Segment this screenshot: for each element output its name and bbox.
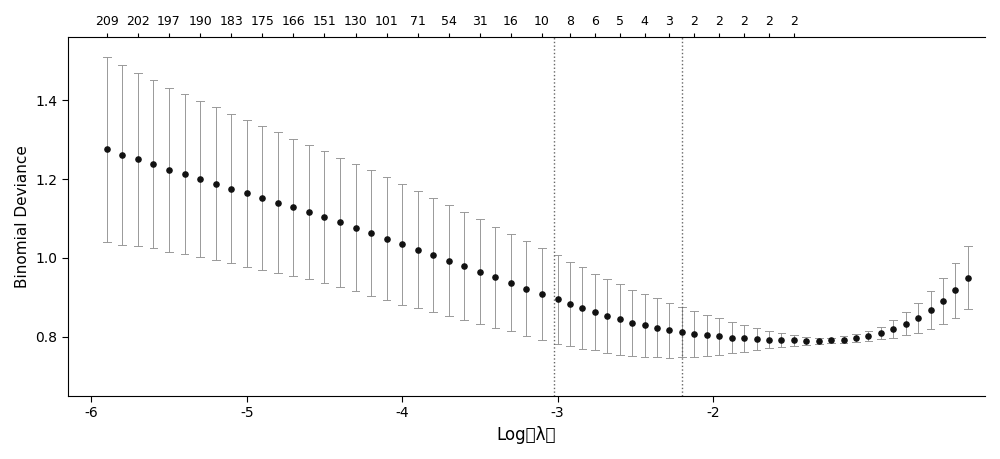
Point <box>798 337 814 344</box>
Point <box>649 324 665 331</box>
Point <box>130 156 146 163</box>
Point <box>562 300 578 308</box>
Point <box>836 336 852 343</box>
Point <box>923 306 939 313</box>
Point <box>550 296 566 303</box>
Point <box>301 208 317 216</box>
Point <box>379 235 395 242</box>
Point <box>363 230 379 237</box>
Point <box>472 268 488 275</box>
Point <box>873 329 889 336</box>
X-axis label: Log（λ）: Log（λ） <box>497 426 556 444</box>
Point <box>823 337 839 344</box>
Point <box>223 185 239 192</box>
Point <box>456 263 472 270</box>
Point <box>686 330 702 337</box>
Point <box>587 308 603 316</box>
Point <box>441 257 457 264</box>
Point <box>534 291 550 298</box>
Point <box>254 194 270 202</box>
Point <box>394 241 410 248</box>
Point <box>177 171 193 178</box>
Point <box>518 285 534 292</box>
Point <box>674 329 690 336</box>
Point <box>736 335 752 342</box>
Point <box>192 175 208 183</box>
Point <box>960 274 976 281</box>
Point <box>761 336 777 343</box>
Point <box>811 337 827 344</box>
Point <box>637 322 653 329</box>
Point <box>208 180 224 187</box>
Point <box>487 274 503 281</box>
Point <box>860 332 876 340</box>
Point <box>612 316 628 323</box>
Point <box>724 334 740 341</box>
Point <box>935 297 951 305</box>
Point <box>503 279 519 286</box>
Point <box>316 213 332 221</box>
Point <box>661 326 677 334</box>
Point <box>161 166 177 173</box>
Point <box>114 151 130 158</box>
Point <box>711 333 727 340</box>
Point <box>99 146 115 153</box>
Point <box>332 219 348 226</box>
Point <box>786 337 802 344</box>
Point <box>749 336 765 343</box>
Point <box>898 320 914 328</box>
Point <box>624 319 640 326</box>
Point <box>885 325 901 333</box>
Point <box>773 336 789 344</box>
Y-axis label: Binomial Deviance: Binomial Deviance <box>15 145 30 288</box>
Point <box>599 312 615 319</box>
Point <box>425 252 441 259</box>
Point <box>848 334 864 341</box>
Point <box>947 286 963 294</box>
Point <box>410 246 426 253</box>
Point <box>574 304 590 312</box>
Point <box>910 314 926 321</box>
Point <box>348 224 364 231</box>
Point <box>239 190 255 197</box>
Point <box>699 331 715 339</box>
Point <box>285 204 301 211</box>
Point <box>270 199 286 207</box>
Point <box>145 161 161 168</box>
